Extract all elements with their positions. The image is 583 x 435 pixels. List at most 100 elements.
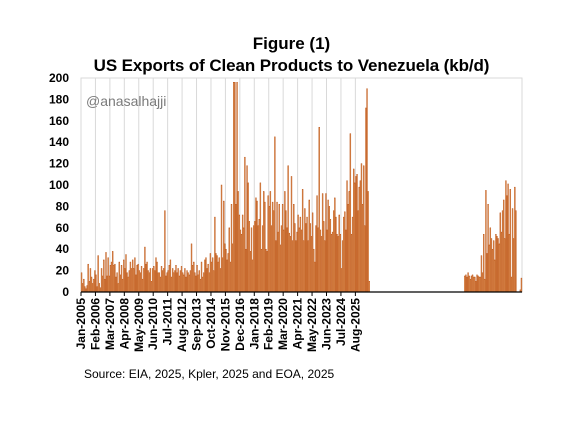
bar	[337, 236, 339, 293]
bar	[226, 259, 228, 293]
bar	[234, 82, 236, 293]
bar	[311, 212, 314, 293]
bar	[148, 272, 150, 293]
bar	[313, 248, 315, 293]
y-tick-label: 80	[56, 199, 70, 213]
bar	[205, 257, 207, 293]
bar	[180, 266, 183, 293]
bar	[199, 278, 202, 293]
bar	[133, 268, 135, 293]
bar	[299, 216, 302, 293]
bar	[309, 223, 312, 293]
bar	[99, 287, 102, 293]
bar	[138, 270, 140, 293]
bar	[134, 257, 136, 293]
x-tick-label: Sep-2013	[190, 298, 204, 351]
bar	[107, 257, 109, 293]
bar	[184, 268, 186, 293]
bar	[116, 272, 118, 293]
bar	[496, 236, 498, 293]
bar	[483, 233, 485, 293]
bar	[224, 243, 226, 293]
bar	[308, 199, 310, 293]
bar	[301, 189, 304, 293]
bar	[105, 252, 107, 293]
bar	[247, 182, 249, 293]
x-tick-label: Aug-2025	[348, 298, 362, 352]
bar	[90, 276, 93, 293]
bar	[296, 231, 298, 293]
bar	[520, 277, 523, 293]
bar	[183, 274, 185, 293]
bar	[129, 261, 132, 293]
bar	[126, 272, 128, 293]
bar	[204, 259, 206, 293]
bar	[264, 201, 266, 293]
bar	[248, 221, 250, 293]
bar	[201, 276, 204, 293]
bar	[335, 216, 337, 293]
bar	[228, 227, 230, 293]
bar	[150, 281, 153, 293]
bar	[135, 274, 137, 293]
bar	[156, 261, 158, 293]
bar	[175, 265, 177, 293]
bar	[317, 227, 319, 293]
bar	[470, 275, 473, 293]
bar	[114, 263, 116, 293]
bar	[98, 283, 100, 293]
bar	[106, 275, 108, 293]
bar	[320, 236, 323, 293]
bar	[158, 272, 160, 293]
bar	[218, 257, 220, 293]
bar	[276, 201, 278, 293]
bar	[504, 238, 506, 293]
bar	[467, 272, 469, 293]
y-tick-label: 100	[49, 178, 69, 192]
bar	[508, 233, 510, 293]
bar	[250, 227, 253, 293]
bar	[219, 268, 222, 293]
x-tick-label: Jun-2010	[146, 298, 160, 350]
bar	[307, 240, 309, 293]
bar	[208, 272, 210, 293]
bar	[223, 200, 225, 293]
bar	[267, 195, 269, 293]
bar	[256, 200, 258, 293]
bar	[501, 210, 504, 293]
bar	[249, 251, 252, 293]
bar	[298, 227, 300, 293]
bar	[270, 225, 273, 293]
bar	[366, 88, 368, 293]
bar	[488, 244, 490, 293]
bar	[279, 244, 282, 293]
bar	[350, 233, 353, 293]
bar	[511, 208, 514, 293]
x-tick-label: Jan-2018	[247, 298, 261, 350]
bar	[161, 270, 164, 293]
bar	[338, 214, 340, 293]
x-tick-label: May-2022	[305, 298, 319, 352]
y-tick-label: 20	[56, 264, 70, 278]
bar	[153, 266, 155, 293]
bar	[495, 233, 497, 293]
bar	[253, 225, 255, 293]
bar	[221, 257, 224, 293]
bar	[166, 272, 168, 293]
bar	[160, 266, 163, 293]
bar	[499, 212, 502, 293]
bar	[185, 276, 187, 293]
x-tick-label: Jul-2011	[161, 298, 175, 346]
bar	[505, 180, 507, 293]
bar	[330, 233, 333, 293]
bar	[165, 275, 167, 293]
bar	[141, 278, 144, 293]
bar	[95, 274, 97, 293]
bar	[177, 268, 179, 293]
bar	[255, 197, 257, 293]
bar	[233, 82, 235, 293]
bar	[464, 275, 466, 293]
bar	[484, 278, 486, 293]
bar	[325, 193, 327, 293]
x-tick-label: Jan-2005	[74, 298, 88, 350]
